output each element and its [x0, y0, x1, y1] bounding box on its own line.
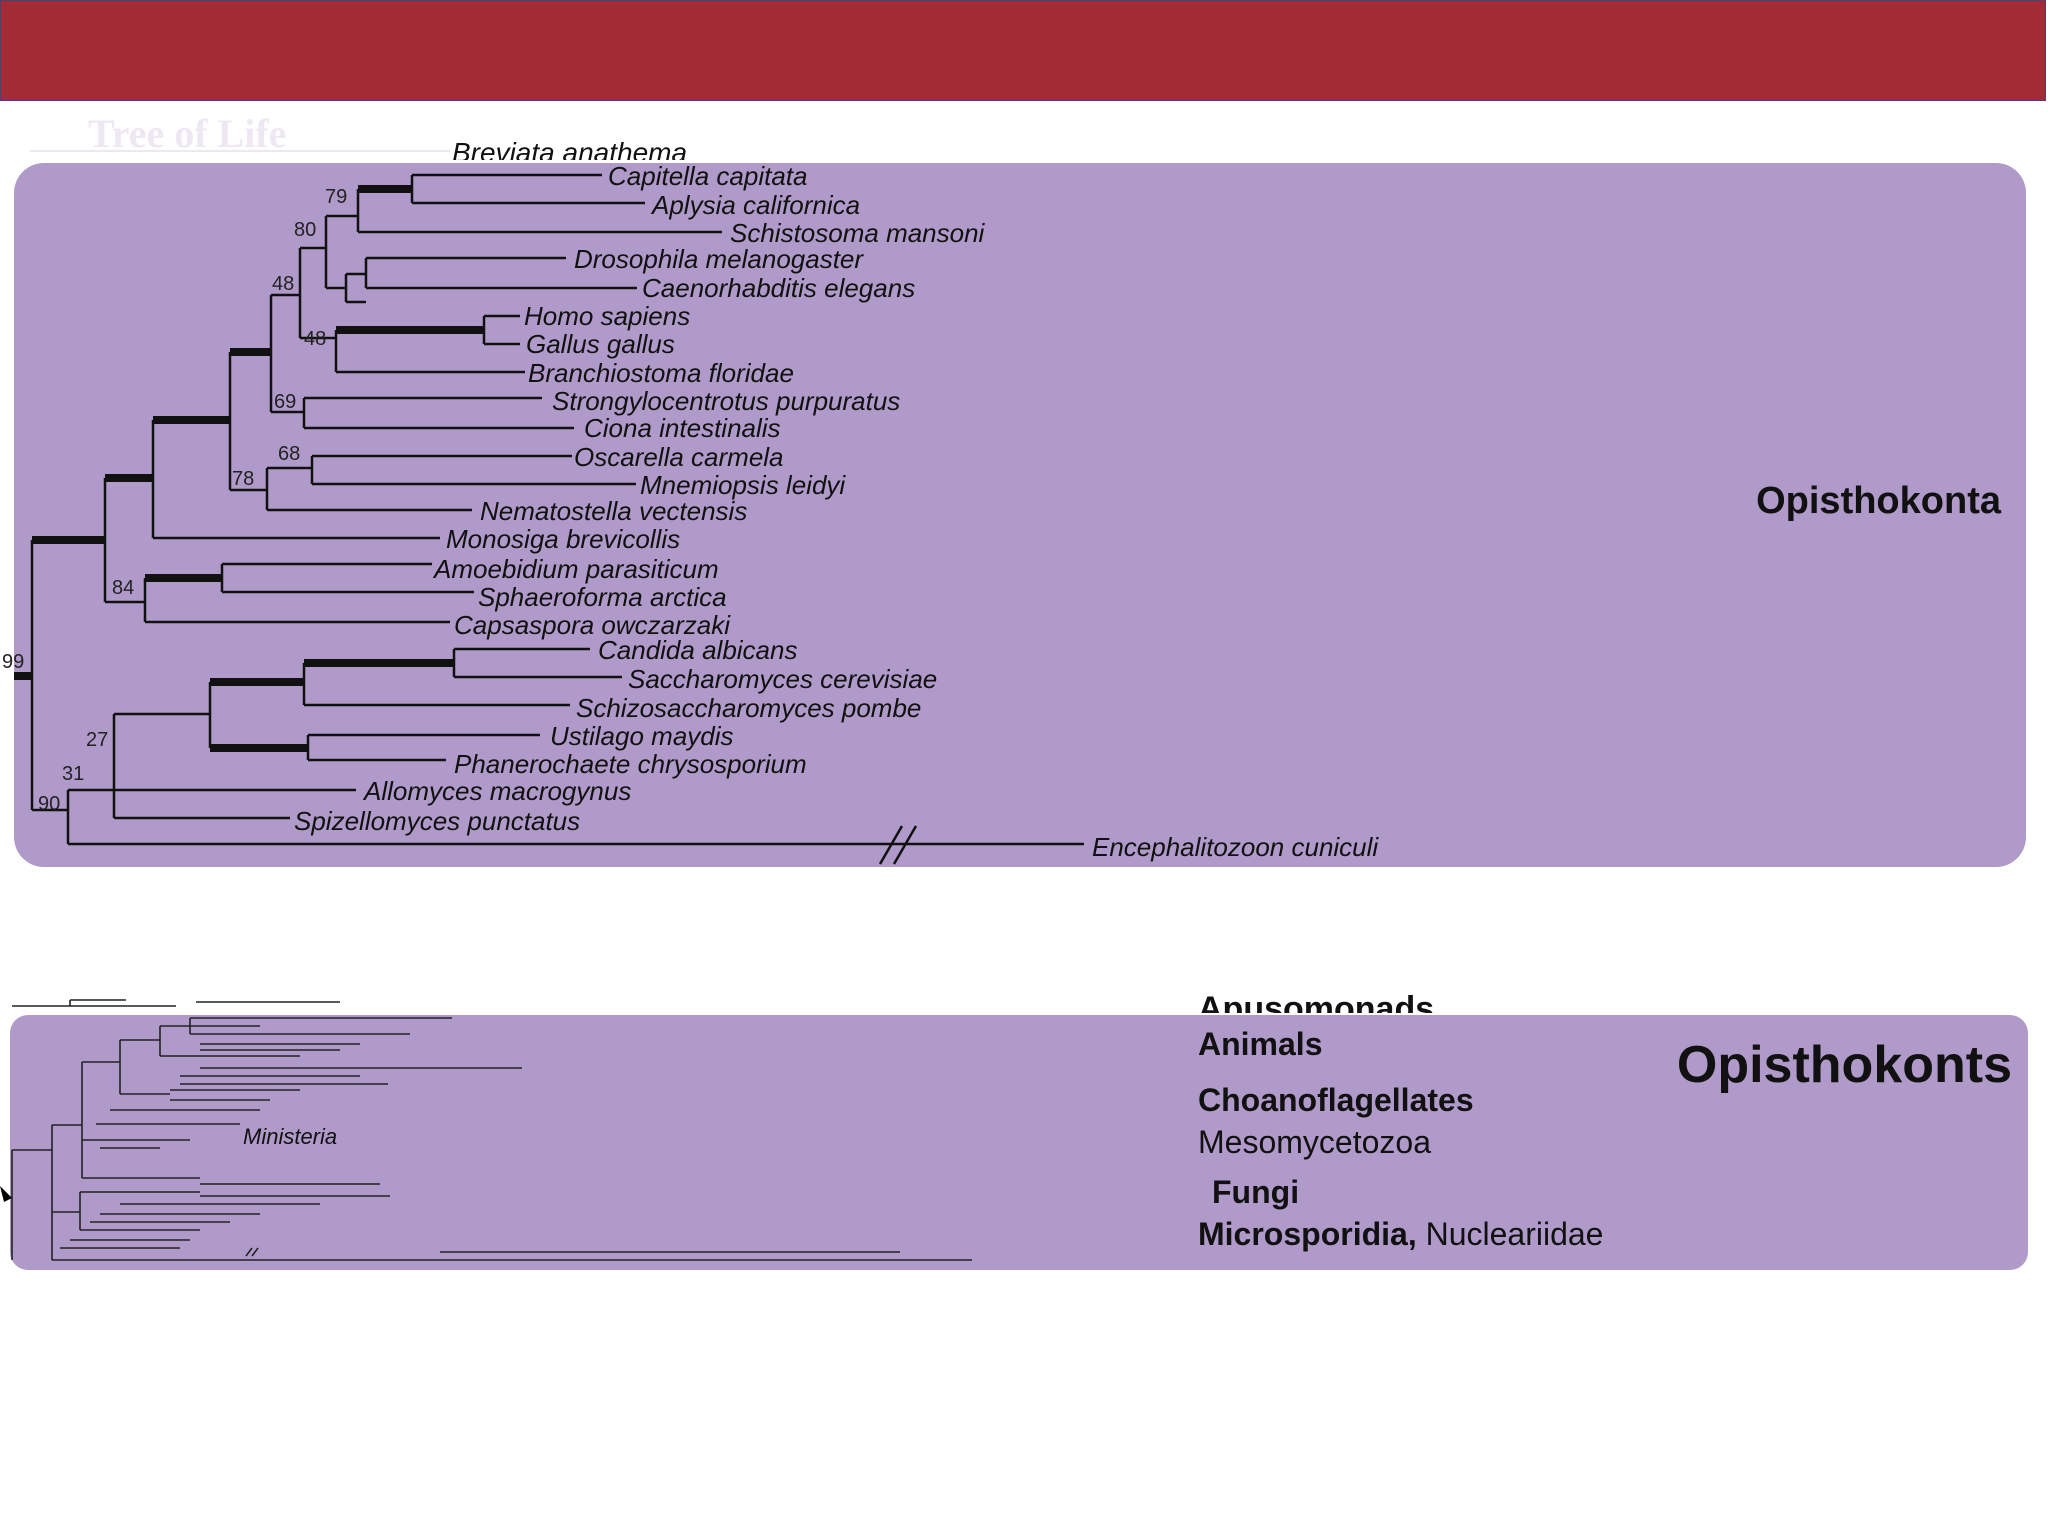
opisthokonta-tree: [14, 173, 1084, 865]
taxon-label: Ustilago maydis: [550, 721, 734, 751]
group-fungi: Fungi: [1212, 1174, 1300, 1210]
taxon-label: Phanerochaete chrysosporium: [454, 749, 807, 779]
opisthokonta-panel: [14, 163, 2026, 867]
taxon-label: Schizosaccharomyces pombe: [576, 693, 921, 723]
taxon-label: Drosophila melanogaster: [574, 244, 864, 274]
support-value: 84: [112, 577, 134, 599]
faded-slide-title: Tree of Life: [88, 111, 287, 156]
title-rule: [30, 150, 450, 152]
opisthokonta-label: Opisthokonta: [1756, 480, 2001, 522]
taxon-label: Capsaspora owczarzaki: [454, 610, 731, 640]
taxon-label: Branchiostoma floridae: [528, 358, 794, 388]
support-value: 78: [232, 468, 254, 490]
taxon-label: Saccharomyces cerevisiae: [628, 664, 937, 694]
taxon-label: Allomyces macrogynus: [362, 776, 631, 806]
group-animals: Animals: [1198, 1026, 1323, 1062]
cut-top-taxon-clip: Breviata anathema: [452, 137, 687, 168]
group-microsporidia-line: Microsporidia, Nucleariidae: [1198, 1216, 1603, 1253]
mouse-cursor: [0, 1186, 12, 1202]
ministeria-label: Ministeria: [243, 1124, 337, 1149]
group-nucleariidae: Nucleariidae: [1425, 1216, 1604, 1252]
taxon-label: Encephalitozoon cuniculi: [1092, 832, 1379, 862]
support-value: 69: [274, 391, 296, 413]
support-value: 80: [294, 219, 316, 241]
taxon-label: Oscarella carmela: [574, 442, 784, 472]
taxon-label: Capitella capitata: [608, 161, 807, 191]
taxon-label: Aplysia californica: [650, 190, 860, 220]
support-value: 31: [62, 763, 84, 785]
support-value: 27: [86, 729, 108, 751]
support-value: 90: [38, 793, 60, 815]
taxon-label: Nematostella vectensis: [480, 496, 747, 526]
support-value: 48: [272, 273, 294, 295]
opisthokonts-panel: [10, 1015, 2028, 1270]
taxon-label: Monosiga brevicollis: [446, 524, 680, 554]
group-choanoflagellates: Choanoflagellates: [1198, 1082, 1474, 1118]
cut-top-taxon: Breviata anathema: [452, 137, 687, 168]
taxon-label: Gallus gallus: [526, 329, 675, 359]
opisthokonts-label: Opisthokonts: [1676, 1036, 2012, 1094]
taxon-label: Sphaeroforma arctica: [478, 582, 727, 612]
taxon-label: Caenorhabditis elegans: [642, 273, 915, 303]
title-bar: [0, 0, 2046, 101]
taxon-label: Ciona intestinalis: [584, 413, 781, 443]
support-value: 79: [325, 186, 347, 208]
cut-bottom-label: Apusomonads: [1198, 990, 1434, 1028]
support-value: 99: [2, 651, 24, 673]
support-value: 48: [304, 328, 326, 350]
taxon-label: Homo sapiens: [524, 301, 690, 331]
group-microsporidia: Microsporidia,: [1198, 1216, 1417, 1252]
support-value: 68: [278, 443, 300, 465]
opisthokonts-mini-tree: [11, 999, 972, 1261]
taxon-label: Amoebidium parasiticum: [432, 554, 719, 584]
taxon-label: Strongylocentrotus purpuratus: [552, 386, 900, 416]
taxon-label: Spizellomyces punctatus: [294, 806, 580, 836]
taxon-label: Candida albicans: [598, 635, 797, 665]
group-mesomycetozoa: Mesomycetozoa: [1198, 1124, 1431, 1160]
taxon-label: Schistosoma mansoni: [730, 218, 986, 248]
taxon-label: Mnemiopsis leidyi: [640, 470, 846, 500]
